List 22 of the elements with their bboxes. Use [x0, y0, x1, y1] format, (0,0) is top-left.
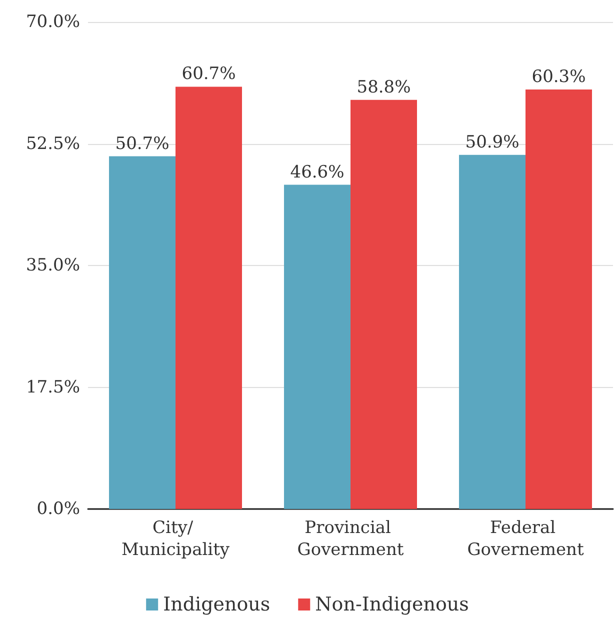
data-label: 60.7% [182, 64, 236, 84]
data-label: 58.8% [356, 77, 411, 98]
data-label: 50.7% [115, 134, 170, 154]
bar [284, 184, 350, 509]
x-tick-label: City/ Municipality [121, 518, 230, 560]
legend-label: Indigenous [163, 594, 270, 616]
bar [459, 154, 526, 509]
data-label: 46.6% [290, 162, 344, 182]
legend-label: Non-Indigenous [315, 594, 469, 616]
x-tick-label: Federal Governement [467, 518, 584, 560]
y-tick-label: 52.5% [26, 134, 80, 154]
y-tick-label: 0.0% [36, 499, 80, 519]
y-tick-label: 70.0% [26, 12, 80, 32]
bar [176, 86, 242, 509]
y-tick-label: 35.0% [26, 256, 80, 276]
bar [350, 100, 417, 509]
x-tick-label: Provincial Government [297, 518, 404, 560]
bar [526, 89, 592, 509]
data-label: 60.3% [532, 66, 586, 87]
bar [109, 156, 176, 509]
data-label: 50.9% [465, 132, 520, 152]
y-tick-label: 17.5% [26, 377, 80, 398]
